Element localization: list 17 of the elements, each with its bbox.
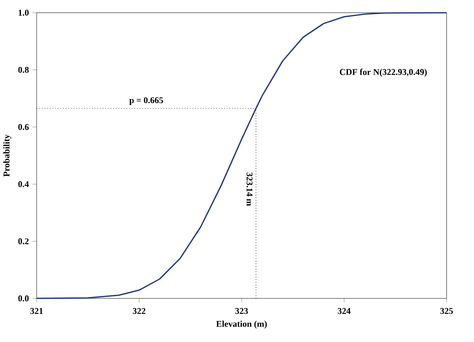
annotation: CDF for N(322.93,0.49) xyxy=(340,68,427,77)
line-series xyxy=(36,12,448,299)
x-tick-label: 323 xyxy=(235,308,248,314)
x-tick-label: 321 xyxy=(30,308,43,314)
y-tick-label: 0.2 xyxy=(18,238,29,244)
y-tick-label: 0.0 xyxy=(18,295,29,302)
ref-line-label: 323.14 m xyxy=(246,172,253,206)
y-tick-label: 0.6 xyxy=(18,124,29,130)
x-tick-label: 325 xyxy=(440,308,453,314)
y-axis-title: Probability xyxy=(3,134,12,176)
x-tick-label: 324 xyxy=(338,308,351,314)
x-axis-title: Elevation (m) xyxy=(216,320,267,328)
ref-line-label: p = 0.665 xyxy=(129,97,164,105)
y-tick-label: 0.4 xyxy=(18,180,29,187)
y-tick-label: 0.8 xyxy=(18,66,29,73)
y-tick-label: 1.0 xyxy=(18,10,29,16)
x-tick-label: 322 xyxy=(132,308,146,314)
